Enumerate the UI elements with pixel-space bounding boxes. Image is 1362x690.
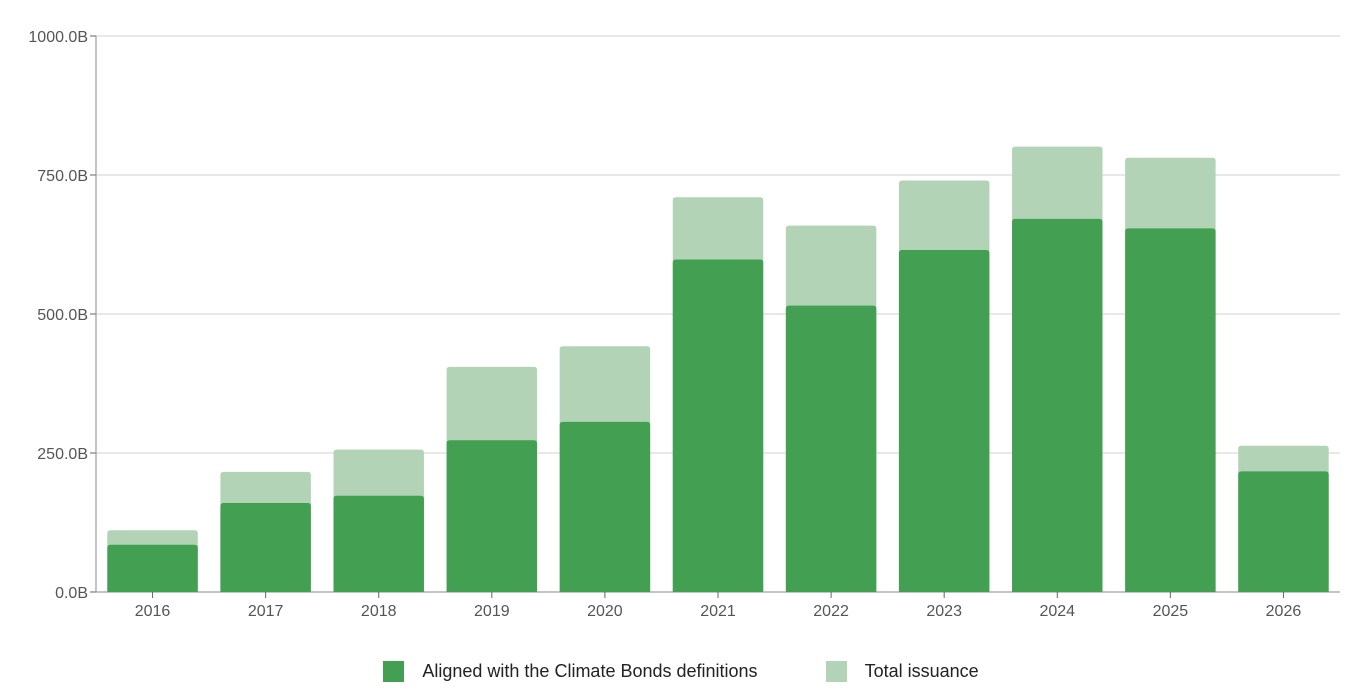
bar-aligned[interactable]: [1125, 228, 1216, 592]
bar-aligned[interactable]: [446, 440, 538, 592]
x-tick-label: 2021: [700, 603, 736, 620]
x-tick-label: 2023: [926, 603, 962, 620]
bar-aligned[interactable]: [220, 503, 311, 592]
x-tick-label: 2025: [1153, 603, 1189, 620]
x-tick-label: 2016: [135, 603, 171, 620]
tick-labels: 0.0B 250.0B 500.0B 750.0B 1000.0B 2016 2017 201…: [28, 29, 1301, 620]
y-tick-label: 500.0B: [37, 307, 88, 324]
legend-label-total: Total issuance: [864, 660, 979, 681]
bar-aligned[interactable]: [1012, 218, 1103, 592]
bar-aligned[interactable]: [785, 305, 877, 592]
bar-aligned[interactable]: [333, 495, 424, 592]
y-tick-label: 1000.0B: [28, 29, 88, 46]
legend-swatch-aligned: [383, 660, 405, 682]
bar-aligned[interactable]: [559, 421, 651, 592]
legend-swatch-total: [825, 660, 847, 682]
x-tick-label: 2019: [474, 603, 510, 620]
legend-label-aligned: Aligned with the Climate Bonds definitio…: [422, 660, 758, 681]
legend: Aligned with the Climate Bonds definitio…: [0, 655, 1362, 687]
y-tick-label: 0.0B: [55, 585, 88, 602]
bar-aligned[interactable]: [898, 250, 990, 592]
x-tick-label: 2024: [1039, 603, 1075, 620]
x-tick-label: 2017: [248, 603, 284, 620]
bar-aligned[interactable]: [672, 259, 764, 592]
bar-aligned[interactable]: [1238, 471, 1329, 592]
legend-item-aligned[interactable]: Aligned with the Climate Bonds definitio…: [383, 660, 758, 682]
x-tick-label: 2026: [1266, 603, 1302, 620]
y-tick-label: 750.0B: [37, 168, 88, 185]
bars: [107, 146, 1329, 593]
bar-aligned[interactable]: [107, 544, 198, 592]
y-tick-label: 250.0B: [37, 446, 88, 463]
x-tick-label: 2020: [587, 603, 623, 620]
x-tick-label: 2022: [813, 603, 849, 620]
legend-item-total[interactable]: Total issuance: [825, 660, 979, 682]
bar-chart: 0.0B 250.0B 500.0B 750.0B 1000.0B 2016 2017 201…: [28, 29, 1340, 620]
x-tick-label: 2018: [361, 603, 397, 620]
